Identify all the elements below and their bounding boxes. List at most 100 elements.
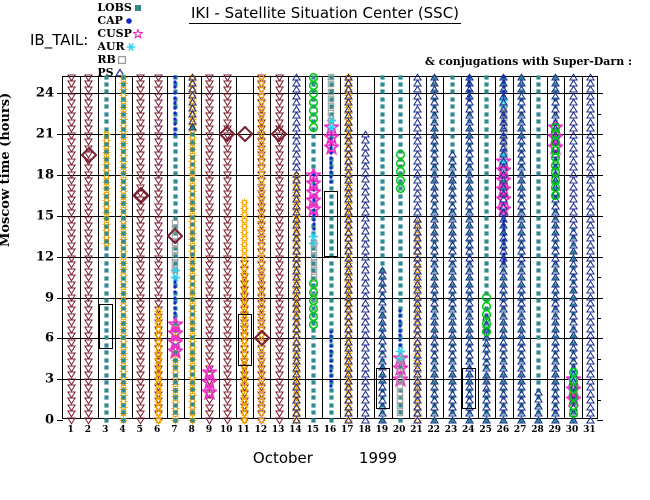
data-point-ms [274, 73, 284, 82]
y-axis-minor-tick [597, 317, 601, 319]
data-point-ms [84, 357, 94, 367]
data-point-rb [171, 266, 179, 274]
data-point-ms [205, 325, 215, 334]
data-point-lobs [189, 251, 196, 258]
data-point-lobs [189, 206, 196, 213]
super-darn-note: & conjugations with Super-Darn : [425, 55, 633, 68]
data-point-ms [205, 170, 215, 179]
data-point-lobs [328, 305, 335, 312]
data-point-ms [84, 195, 94, 205]
data-point-lobs [328, 312, 335, 319]
data-point-ms [274, 202, 284, 211]
data-point-lobs [120, 290, 127, 297]
x-axis-month: October [252, 449, 313, 467]
y-axis-tick-label: 15 [35, 208, 54, 224]
legend-item-ps: PS [97, 66, 146, 79]
data-point-lobs [310, 409, 317, 416]
data-point-lobs [103, 88, 110, 95]
data-point-ms [84, 299, 94, 308]
data-point-ms [257, 280, 267, 289]
data-point-lobs [120, 282, 127, 289]
y-axis-tick [57, 256, 63, 258]
data-point-ms [222, 357, 232, 367]
data-point-ms [136, 118, 146, 127]
data-point-ms [153, 357, 163, 367]
data-point-ms [205, 183, 215, 192]
data-point-ms [67, 338, 77, 347]
data-point-ms [222, 111, 232, 121]
data-point-ms [67, 396, 77, 405]
data-point-lobs [535, 260, 542, 267]
data-point-ms [274, 318, 284, 328]
day-separator [287, 77, 289, 418]
data-point-ms [205, 280, 215, 289]
data-point-ms [274, 163, 284, 172]
data-point-lobs [535, 364, 542, 371]
data-point-lobs [310, 364, 317, 371]
data-point-ms [222, 241, 232, 250]
data-point-ms [136, 79, 146, 88]
x-axis-day-label: 16 [323, 425, 337, 435]
data-point-lobs [172, 379, 179, 386]
data-point-ms [205, 299, 215, 308]
day-separator [495, 77, 497, 418]
y-axis-tick-label: 9 [44, 290, 54, 305]
data-point-lobs [103, 200, 110, 207]
x-axis-day-label: 27 [513, 425, 527, 435]
data-point-ms [84, 189, 94, 198]
data-point-lobs [189, 161, 196, 168]
data-point-ms [153, 254, 163, 263]
data-point-ms [153, 267, 163, 276]
data-point-ms [136, 254, 146, 263]
data-point-lobs [103, 170, 110, 177]
grid-line [63, 297, 597, 299]
data-point-ms [136, 344, 146, 354]
data-point-lobs [189, 146, 196, 153]
data-point-ms [67, 221, 77, 231]
data-point-cusp [166, 342, 185, 360]
data-point-ms [205, 357, 215, 367]
data-point-ms [274, 254, 284, 263]
x-axis-day-label: 5 [136, 425, 143, 435]
data-point-lobs [103, 208, 110, 215]
data-point-lobs [483, 133, 490, 140]
data-point-lobs [535, 334, 542, 341]
data-point-ms [153, 111, 163, 121]
data-point-mp [132, 187, 150, 204]
data-point-lobs [120, 193, 127, 200]
data-point-lobs [103, 96, 110, 103]
data-point-lobs [483, 200, 490, 207]
data-point-lobs [172, 148, 179, 155]
data-point-ms [205, 331, 215, 341]
data-point-lobs [483, 260, 490, 267]
legend-item-label: PS [97, 66, 114, 79]
data-point-ms [274, 170, 284, 179]
data-point-ms [205, 377, 215, 386]
data-point-ms [67, 131, 77, 140]
data-point-lobs [310, 394, 317, 401]
data-point-lobs [189, 154, 196, 161]
y-axis-tick-label: 24 [35, 85, 54, 101]
x-axis-year: 1999 [358, 449, 398, 467]
data-point-ms [274, 273, 284, 282]
data-point-lobs [535, 282, 542, 289]
data-point-lobs [189, 304, 196, 311]
data-point-ms [136, 163, 146, 172]
data-point-ms [136, 105, 146, 114]
data-point-lobs [449, 88, 456, 95]
data-point-ms [205, 305, 215, 315]
data-point-ms [205, 208, 215, 218]
data-point-ms [222, 195, 232, 205]
data-point-lobs [310, 334, 317, 341]
data-point-ms [67, 157, 77, 166]
data-point-lobs [103, 185, 110, 192]
data-point-ms [222, 234, 232, 244]
data-point-lobs [483, 96, 490, 103]
data-point-ms [222, 338, 232, 347]
data-point-lobs [535, 156, 542, 163]
data-point-lobs [535, 103, 542, 110]
data-point-lobs [449, 103, 456, 110]
data-point-lobs [535, 88, 542, 95]
data-point-lobs [535, 223, 542, 230]
day-separator [564, 77, 566, 418]
